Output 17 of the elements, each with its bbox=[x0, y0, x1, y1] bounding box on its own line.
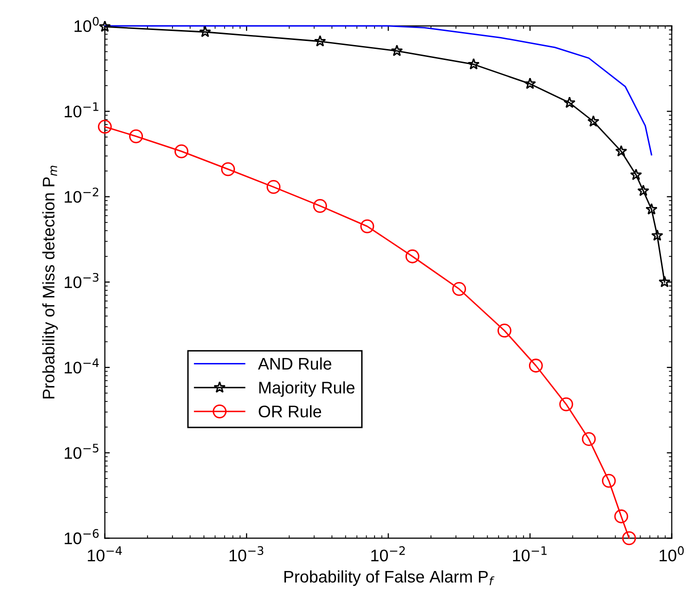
y-tick-label: 10$^{0}$ bbox=[74, 16, 99, 32]
x-tick-label: 10$^{−4}$ bbox=[88, 546, 122, 562]
legend-label: OR Rule bbox=[258, 405, 322, 418]
legend-label: AND Rule bbox=[258, 357, 332, 370]
x-axis-title: Probability of False Alarm P$_{f}$ bbox=[284, 570, 494, 586]
y-tick-label: 10$^{−2}$ bbox=[64, 188, 98, 203]
x-tick-label: 10$^{−2}$ bbox=[371, 546, 405, 562]
y-tick-label: 10$^{−4}$ bbox=[64, 358, 99, 374]
y-tick-label: 10$^{−5}$ bbox=[64, 444, 98, 459]
legend-label: Majority Rule bbox=[259, 381, 354, 397]
y-tick-label: 10$^{−1}$ bbox=[64, 102, 98, 118]
x-tick-label: 10$^{0}$ bbox=[660, 546, 684, 562]
y-tick-label: 10$^{−6}$ bbox=[64, 529, 99, 544]
x-tick-label: 10$^{−1}$ bbox=[513, 546, 547, 562]
y-tick-label: 10$^{−3}$ bbox=[64, 272, 98, 288]
y-axis-title: Probability of Miss detection P$_{m}$ bbox=[42, 166, 58, 398]
x-tick-label: 10$^{−3}$ bbox=[230, 546, 264, 562]
